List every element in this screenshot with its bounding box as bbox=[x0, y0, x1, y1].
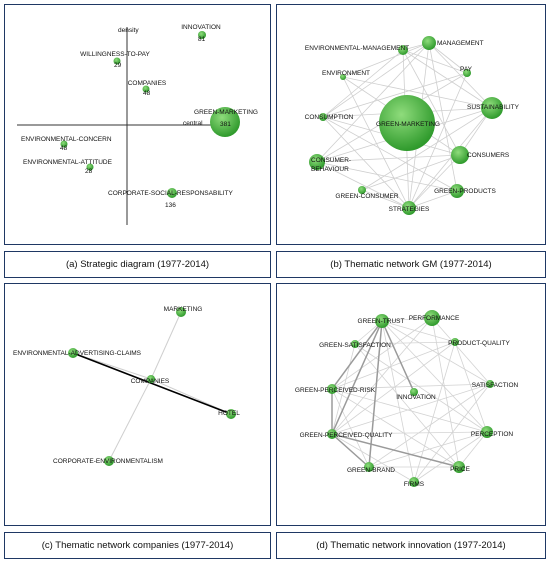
node-consumption bbox=[319, 113, 327, 121]
theme-node-environmental-concern bbox=[60, 140, 68, 148]
node-green-perceived-quality bbox=[327, 429, 337, 439]
edge-marketing-companies bbox=[150, 311, 182, 380]
theme-label-green-marketing: GREEN-MARKETING bbox=[194, 109, 258, 116]
node-label-product-quality: PRODUCT-QUALITY bbox=[448, 340, 510, 347]
node-label-firms: FIRMS bbox=[404, 481, 425, 488]
node-strategies bbox=[402, 201, 416, 215]
node-label-companies: COMPANIES bbox=[131, 378, 170, 385]
theme-label-companies: COMPANIES bbox=[128, 80, 167, 87]
node-perception bbox=[481, 426, 493, 438]
node-hotel bbox=[226, 409, 236, 419]
theme-count-green-marketing: 381 bbox=[220, 121, 231, 128]
node-firms bbox=[409, 477, 419, 487]
theme-node-companies bbox=[142, 85, 150, 93]
node-label-strategies: STRATEGIES bbox=[389, 206, 430, 213]
node-label-green-brand: GREEN-BRAND bbox=[347, 467, 395, 474]
node-label-satisfaction: SATISFACTION bbox=[472, 382, 519, 389]
theme-label-corporate-social-responsability: CORPORATE-SOCIAL-RESPONSABILITY bbox=[108, 190, 234, 197]
node-label-sustainability: SUSTAINABILITY bbox=[467, 104, 520, 111]
network-gm-svg: ENVIRONMENTAL-MANAGEMENT MANAGEMENT PAY … bbox=[305, 36, 520, 215]
node-green-products bbox=[450, 184, 464, 198]
node-label-management: MANAGEMENT bbox=[437, 40, 484, 47]
node-label-green-perceived-risk: GREEN-PERCEIVED-RISK bbox=[295, 387, 376, 394]
node-label-marketing: MARKETING bbox=[164, 306, 203, 313]
node-innovation bbox=[410, 388, 418, 396]
network-innovation-svg: GREEN-TRUST PERFORMANCE GREEN-SATISFACTI… bbox=[295, 310, 519, 488]
edges-gm bbox=[316, 42, 493, 209]
node-companies bbox=[147, 375, 155, 383]
node-label-green-products: GREEN-PRODUCTS bbox=[434, 188, 496, 195]
panel-thematic-network-gm: ENVIRONMENTAL-MANAGEMENT MANAGEMENT PAY … bbox=[276, 4, 546, 245]
node-label-performance: PERFORMANCE bbox=[409, 315, 460, 322]
node-label-consumption: CONSUMPTION bbox=[305, 114, 354, 121]
node-sustainability bbox=[481, 97, 503, 119]
edge-claims-hotel bbox=[72, 352, 232, 415]
theme-node-innovation bbox=[198, 31, 206, 39]
theme-node-corporate-social-responsability bbox=[167, 188, 177, 198]
node-satisfaction bbox=[486, 380, 494, 388]
strong-edges-innovation bbox=[331, 320, 460, 468]
node-management bbox=[422, 36, 436, 50]
node-product-quality bbox=[451, 338, 459, 346]
node-green-satisfaction bbox=[351, 340, 359, 348]
node-green-marketing bbox=[379, 95, 435, 151]
caption-d: (d) Thematic network innovation (1977-20… bbox=[276, 532, 546, 559]
panel-thematic-network-companies: MARKETING ENVIRONMENTAL-ADVERTISING-CLAI… bbox=[4, 283, 271, 526]
node-label-consumer-behaviour: CONSUMER- bbox=[311, 157, 351, 164]
node-environmental-advertising-claims bbox=[68, 348, 78, 358]
node-label-consumers: CONSUMERS bbox=[467, 152, 510, 159]
theme-count-innovation: 81 bbox=[198, 36, 206, 43]
theme-node-willingness-to-pay bbox=[113, 57, 121, 65]
theme-count-environmental-concern: 48 bbox=[60, 145, 68, 152]
node-label-environmental-management: ENVIRONMENTAL-MANAGEMENT bbox=[305, 45, 409, 52]
node-consumers bbox=[451, 146, 469, 164]
theme-node-environmental-attitude bbox=[86, 163, 94, 171]
theme-label-environmental-concern: ENVIRONMENTAL-CONCERN bbox=[21, 136, 112, 143]
node-label-pay: PAY bbox=[460, 66, 473, 73]
strategic-diagram-svg: density central INNOVATION 81 WILLINGNES… bbox=[17, 24, 258, 225]
node-pay bbox=[463, 69, 471, 77]
theme-node-green-marketing bbox=[210, 107, 240, 137]
axis-label-central: central bbox=[183, 120, 203, 127]
node-corporate-environmentalism bbox=[104, 456, 114, 466]
node-environmental-management bbox=[398, 45, 408, 55]
axis-label-density: density bbox=[118, 27, 139, 34]
theme-count-environmental-attitude: 28 bbox=[85, 168, 93, 175]
node-performance bbox=[424, 310, 440, 326]
edge-companies-corporate bbox=[108, 378, 152, 462]
node-label-environmental-advertising-claims: ENVIRONMENTAL-ADVERTISING-CLAIMS bbox=[13, 350, 142, 357]
caption-a: (a) Strategic diagram (1977-2014) bbox=[4, 251, 271, 278]
node-label-green-satisfaction: GREEN-SATISFACTION bbox=[319, 342, 391, 349]
theme-label-innovation: INNOVATION bbox=[181, 24, 221, 31]
node-marketing bbox=[176, 307, 186, 317]
node-label-corporate-environmentalism: CORPORATE-ENVIRONMENTALISM bbox=[53, 458, 163, 465]
node-environment bbox=[340, 74, 346, 80]
panel-thematic-network-innovation: GREEN-TRUST PERFORMANCE GREEN-SATISFACTI… bbox=[276, 283, 546, 526]
node-label-innovation: INNOVATION bbox=[396, 394, 436, 401]
node-label-perception: PERCEPTION bbox=[471, 431, 514, 438]
caption-b: (b) Thematic network GM (1977-2014) bbox=[276, 251, 546, 278]
node-green-consumer bbox=[358, 186, 366, 194]
caption-c: (c) Thematic network companies (1977-201… bbox=[4, 532, 271, 559]
node-label-green-trust: GREEN-TRUST bbox=[358, 318, 405, 325]
node-label-green-marketing: GREEN-MARKETING bbox=[376, 121, 440, 128]
node-consumer-behaviour bbox=[309, 154, 325, 170]
node-label-environment: ENVIRONMENT bbox=[322, 70, 370, 77]
theme-label-environmental-attitude: ENVIRONMENTAL-ATTITUDE bbox=[23, 159, 113, 166]
node-label-price: PRICE bbox=[450, 466, 471, 473]
panel-strategic-diagram: density central INNOVATION 81 WILLINGNES… bbox=[4, 4, 271, 245]
theme-count-corporate-social-responsability: 136 bbox=[165, 202, 176, 209]
node-label-hotel: HOTEL bbox=[218, 410, 240, 417]
node-green-perceived-risk bbox=[327, 384, 337, 394]
theme-count-willingness-to-pay: 29 bbox=[114, 62, 122, 69]
network-companies-svg: MARKETING ENVIRONMENTAL-ADVERTISING-CLAI… bbox=[13, 306, 240, 466]
node-label-green-perceived-quality: GREEN-PERCEIVED-QUALITY bbox=[300, 432, 393, 439]
theme-label-willingness-to-pay: WILLINGNESS-TO-PAY bbox=[80, 51, 150, 58]
node-green-brand bbox=[364, 462, 374, 472]
node-green-trust bbox=[375, 314, 389, 328]
theme-count-companies: 48 bbox=[143, 90, 151, 97]
node-label-green-consumer: GREEN-CONSUMER bbox=[335, 193, 399, 200]
node-price bbox=[453, 461, 465, 473]
node-label-consumer-behaviour-2: BEHAVIOUR bbox=[311, 166, 349, 173]
